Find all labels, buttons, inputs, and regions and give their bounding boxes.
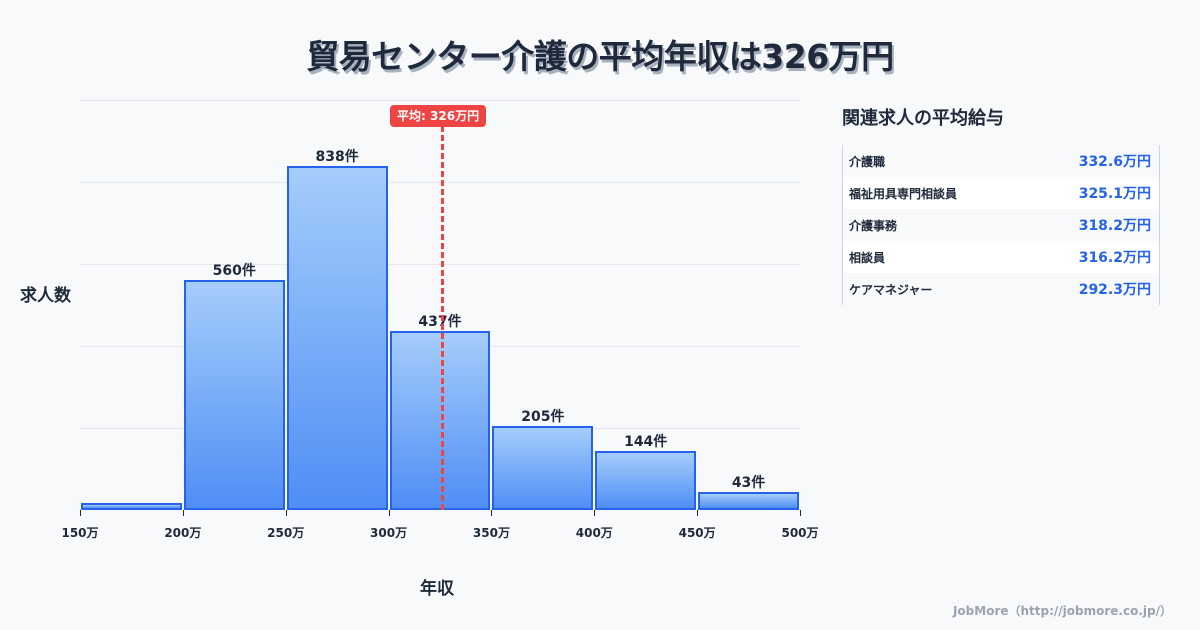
job-name: ケアマネジャー [849, 282, 933, 297]
histogram-bar [492, 425, 594, 510]
x-tick [697, 510, 699, 516]
x-tick [594, 510, 596, 516]
related-salaries-title: 関連求人の平均給与 [842, 108, 1004, 129]
histogram-bar [183, 280, 285, 510]
histogram-bar [81, 503, 182, 510]
job-name: 相談員 [849, 250, 886, 265]
histogram-bar [595, 450, 697, 510]
job-name: 介護事務 [849, 218, 898, 233]
job-name: 介護職 [849, 154, 886, 169]
average-salary: 325.1万円 [1078, 186, 1151, 202]
x-axis-label: 年収 [420, 579, 454, 599]
average-salary: 316.2万円 [1078, 250, 1151, 266]
bar-value-label: 205件 [521, 408, 565, 425]
x-tick-label: 450万 [678, 526, 716, 540]
job-name: 福祉用具専門相談員 [849, 186, 958, 201]
x-tick [800, 510, 801, 516]
histogram-bar [286, 166, 388, 510]
gridline [80, 182, 800, 183]
x-tick [80, 510, 81, 516]
table-row: 福祉用具専門相談員 325.1万円 [843, 177, 1159, 209]
source-credit: JobMore（http://jobmore.co.jp/） [952, 604, 1172, 618]
histogram-chart: 求人数 年収 560件 838件 437件 205件 144件 43件 150万 200万 25… [20, 100, 819, 599]
x-tick-label: 400万 [575, 526, 613, 540]
histogram-bar [698, 492, 799, 510]
page-title: 貿易センター介護の平均年収は326万円 [306, 37, 894, 76]
table-row: 介護職 332.6万円 [843, 145, 1159, 177]
mean-line [441, 126, 445, 510]
bar-value-label: 560件 [212, 263, 256, 280]
x-tick [285, 510, 287, 516]
x-tick [491, 510, 493, 516]
x-tick [388, 510, 390, 516]
bar-value-label: 43件 [731, 475, 766, 492]
average-salary: 318.2万円 [1078, 218, 1151, 234]
x-tick-label: 150万 [61, 526, 99, 540]
table-row: 相談員 316.2万円 [843, 241, 1159, 273]
x-tick-label: 200万 [164, 526, 202, 540]
bar-value-label: 838件 [315, 149, 359, 166]
y-axis-label: 求人数 [20, 286, 71, 306]
bar-value-label: 437件 [418, 313, 462, 330]
x-tick-label: 350万 [472, 526, 510, 540]
table-row: 介護事務 318.2万円 [843, 209, 1159, 241]
related-salaries-table: 介護職 332.6万円福祉用具専門相談員 325.1万円介護事務 318.2万円相談員… [842, 145, 1160, 305]
gridline [80, 100, 800, 101]
x-tick-label: 500万 [781, 526, 819, 540]
bar-value-label: 144件 [624, 433, 668, 450]
histogram-bar [389, 330, 491, 510]
gridline [80, 264, 800, 265]
average-salary: 292.3万円 [1078, 282, 1151, 298]
average-salary: 332.6万円 [1078, 154, 1151, 170]
x-tick [182, 510, 184, 516]
mean-badge: 平均: 326万円 [390, 105, 487, 127]
x-tick-label: 300万 [370, 526, 408, 540]
table-row: ケアマネジャー 292.3万円 [843, 273, 1159, 305]
x-tick-label: 250万 [267, 526, 305, 540]
